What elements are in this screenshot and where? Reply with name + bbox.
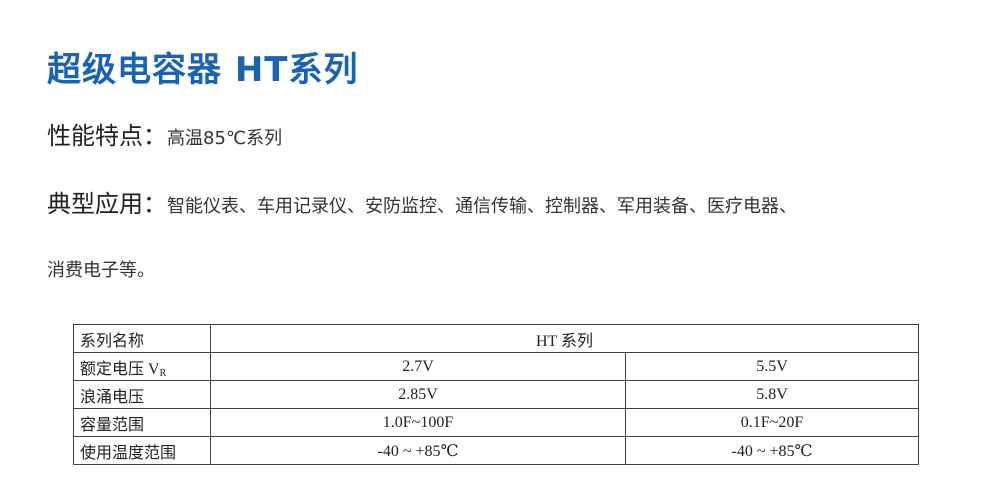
cell: -40 ~ +85℃	[210, 436, 626, 465]
header-value: HT 系列	[210, 324, 919, 353]
cell: 2.85V	[210, 380, 626, 409]
applications-value-cont: 消费电子等。	[47, 260, 155, 281]
table-row: 系列名称 HT 系列	[73, 324, 919, 353]
applications-label: 典型应用：	[47, 190, 167, 218]
table-row: 浪涌电压 2.85V 5.8V	[73, 380, 919, 409]
cell: 2.7V	[210, 352, 626, 381]
page-title: 超级电容器 HT系列	[47, 50, 359, 90]
applications-value: 智能仪表、车用记录仪、安防监控、通信传输、控制器、军用装备、医疗电器、	[167, 196, 797, 217]
features-line: 性能特点：高温85℃系列	[47, 116, 282, 151]
row-label: 容量范围	[73, 408, 211, 437]
row-label: 浪涌电压	[73, 380, 211, 409]
cell: 1.0F~100F	[210, 408, 626, 437]
cell: 5.5V	[625, 352, 919, 381]
table-row: 使用温度范围 -40 ~ +85℃ -40 ~ +85℃	[73, 436, 919, 465]
header-label: 系列名称	[73, 324, 211, 353]
table-row: 容量范围 1.0F~100F 0.1F~20F	[73, 408, 919, 437]
row-label: 额定电压 VR	[73, 352, 211, 381]
features-label: 性能特点：	[47, 122, 167, 150]
table-row: 额定电压 VR 2.7V 5.5V	[73, 352, 919, 381]
features-value: 高温85℃系列	[167, 128, 283, 149]
applications-line: 典型应用：智能仪表、车用记录仪、安防监控、通信传输、控制器、军用装备、医疗电器、	[47, 184, 797, 219]
cell: 5.8V	[625, 380, 919, 409]
spec-table: 系列名称 HT 系列 额定电压 VR 2.7V 5.5V 浪涌电压 2.85V …	[73, 324, 919, 465]
row-label: 使用温度范围	[73, 436, 211, 465]
cell: 0.1F~20F	[625, 408, 919, 437]
cell: -40 ~ +85℃	[625, 436, 919, 465]
